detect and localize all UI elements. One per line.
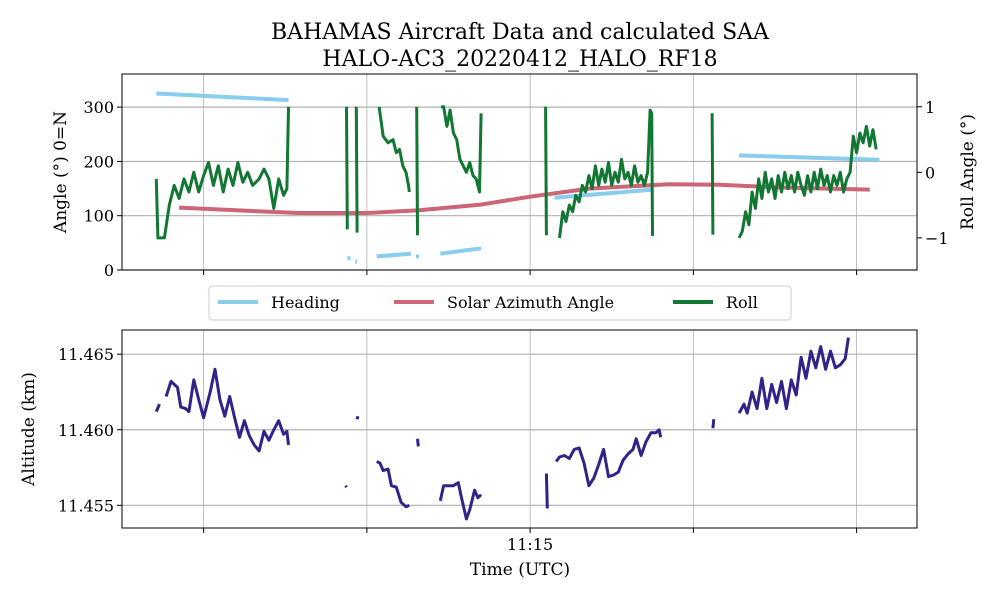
right-y-tick-label: 0: [925, 163, 935, 182]
y-tick-label: 0: [104, 261, 114, 280]
legend-label-saa: Solar Azimuth Angle: [447, 293, 614, 312]
x-tick-label: 11:15: [507, 535, 553, 554]
legend: Heading Solar Azimuth Angle Roll: [209, 286, 791, 320]
top-left-ylabel: Angle (°) 0=N: [51, 111, 71, 234]
series-line-roll: [156, 107, 876, 238]
series-line-altitude: [156, 338, 848, 519]
y-tick-label: 300: [83, 98, 114, 117]
right-y-tick-label: 1: [925, 98, 935, 117]
bottom-ylabel: Altitude (km): [19, 372, 39, 487]
chart-title: BAHAMAS Aircraft Data and calculated SAA: [271, 20, 770, 45]
top-axes: 0 100 200 300 −1 0 1: [83, 74, 948, 280]
legend-label-roll: Roll: [726, 293, 758, 312]
y-tick-label: 11.460: [58, 421, 114, 440]
chart-subtitle: HALO-AC3_20220412_HALO_RF18: [322, 47, 717, 72]
right-y-tick-label: −1: [925, 229, 949, 248]
y-tick-label: 11.465: [58, 345, 114, 364]
y-tick-label: 11.455: [58, 496, 114, 515]
bottom-axes: 11:15 11.455 11.460 11.465: [58, 330, 917, 554]
y-tick-label: 100: [83, 207, 114, 226]
legend-label-heading: Heading: [271, 293, 340, 312]
y-tick-label: 200: [83, 152, 114, 171]
bottom-xlabel: Time (UTC): [470, 560, 570, 580]
top-right-ylabel: Roll Angle (°): [958, 114, 978, 230]
